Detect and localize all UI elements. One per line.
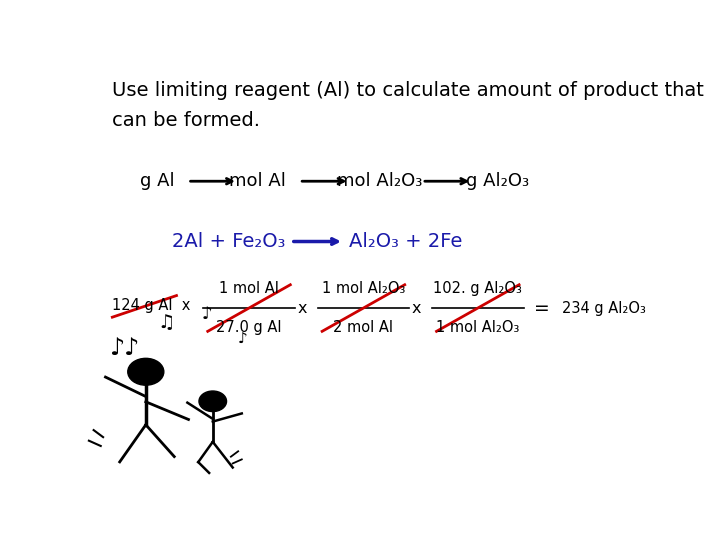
Text: x: x	[412, 301, 421, 315]
Text: 1 mol Al: 1 mol Al	[219, 281, 279, 296]
Text: 1 mol Al₂O₃: 1 mol Al₂O₃	[436, 320, 520, 335]
Text: g Al: g Al	[140, 172, 174, 190]
Text: g Al₂O₃: g Al₂O₃	[466, 172, 529, 190]
Text: 234 g Al₂O₃: 234 g Al₂O₃	[562, 301, 645, 315]
Text: 2Al + Fe₂O₃: 2Al + Fe₂O₃	[172, 232, 285, 251]
Text: ♪: ♪	[238, 332, 248, 347]
Text: 102. g Al₂O₃: 102. g Al₂O₃	[433, 281, 522, 296]
Text: 124 g Al  x: 124 g Al x	[112, 299, 191, 313]
Text: =: =	[534, 299, 550, 318]
Text: can be formed.: can be formed.	[112, 111, 261, 130]
Text: 1 mol Al₂O₃: 1 mol Al₂O₃	[322, 281, 405, 296]
Circle shape	[127, 359, 164, 385]
Text: 2 mol Al: 2 mol Al	[333, 320, 393, 335]
Text: ♫: ♫	[157, 313, 174, 332]
Text: ♪: ♪	[202, 305, 212, 323]
Text: mol Al: mol Al	[229, 172, 286, 190]
Text: Use limiting reagent (Al) to calculate amount of product that: Use limiting reagent (Al) to calculate a…	[112, 82, 704, 100]
Text: x: x	[297, 301, 307, 315]
Text: Al₂O₃ + 2Fe: Al₂O₃ + 2Fe	[349, 232, 463, 251]
Text: 27.0 g Al: 27.0 g Al	[216, 320, 282, 335]
Text: ♪♪: ♪♪	[109, 335, 140, 360]
Text: mol Al₂O₃: mol Al₂O₃	[338, 172, 423, 190]
Circle shape	[199, 391, 227, 411]
